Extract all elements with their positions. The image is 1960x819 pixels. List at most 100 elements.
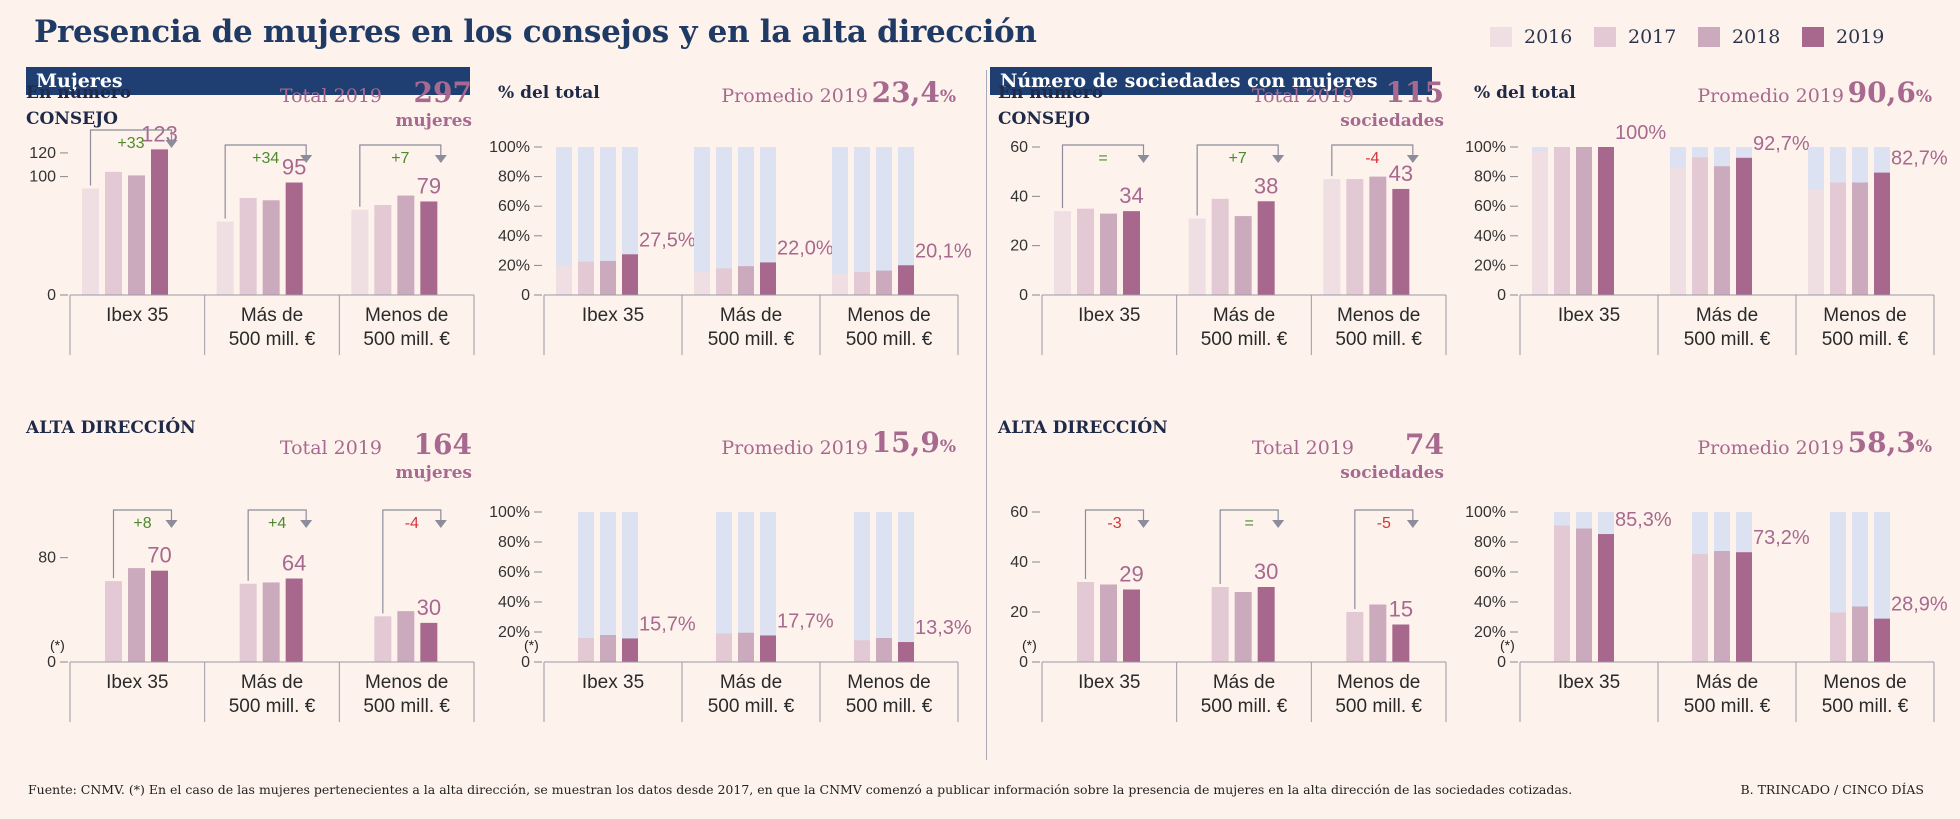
average-label: Promedio 2019 bbox=[1697, 85, 1844, 107]
end-value-label: 29 bbox=[1119, 562, 1143, 587]
y-tick-label: 20% bbox=[1474, 257, 1506, 274]
end-value-label: 85,3% bbox=[1615, 509, 1672, 531]
y-tick-label: 60 bbox=[1010, 504, 1028, 521]
change-arrow-head bbox=[434, 155, 447, 163]
category-label: Menos de bbox=[365, 672, 448, 693]
section-band-mujeres: Mujeres bbox=[26, 67, 470, 95]
change-arrow-line bbox=[1084, 509, 1145, 579]
bar-2018 bbox=[1234, 216, 1252, 295]
change-label: = bbox=[1098, 150, 1107, 167]
total-label: Total 2019 bbox=[1252, 85, 1354, 107]
average-label: Promedio 2019 bbox=[1697, 437, 1844, 459]
bar-2018 bbox=[128, 568, 145, 662]
average-value: 15,9% bbox=[872, 426, 956, 459]
bar-2016 bbox=[82, 188, 99, 295]
bar-2019 bbox=[1392, 624, 1410, 662]
y-tick-label: 0 bbox=[1019, 654, 1028, 671]
category-label: Ibex 35 bbox=[106, 305, 168, 326]
bar-background-2016 bbox=[694, 147, 710, 295]
change-label: -5 bbox=[1377, 515, 1391, 532]
chart-header: ALTA DIRECCIÓN bbox=[25, 417, 196, 438]
average-value: 23,4% bbox=[872, 76, 956, 109]
bar-2017 bbox=[105, 171, 122, 295]
legend-label-2016: 2016 bbox=[1524, 26, 1573, 48]
y-tick-label: 20 bbox=[1010, 604, 1028, 621]
average-label: Promedio 2019 bbox=[721, 85, 868, 107]
chart-subheader: CONSEJO bbox=[998, 109, 1090, 129]
bar-background-2017 bbox=[716, 512, 732, 662]
change-arrow-line bbox=[382, 509, 442, 614]
y-tick-label: 80% bbox=[498, 169, 530, 186]
section-band-sociedades: Número de sociedades con mujeres bbox=[990, 67, 1432, 95]
bar-2017 bbox=[1692, 554, 1708, 662]
bar-2019 bbox=[622, 254, 638, 295]
bar-2018 bbox=[397, 611, 415, 662]
bar-2017 bbox=[239, 583, 257, 662]
change-label: +7 bbox=[391, 150, 409, 167]
legend: 2016 2017 2018 2019 bbox=[1490, 26, 1906, 48]
bar-2018 bbox=[876, 270, 892, 295]
total-value: 164 bbox=[414, 428, 472, 461]
bar-2019 bbox=[1736, 552, 1752, 662]
change-label: -3 bbox=[1107, 515, 1121, 532]
bar-2018 bbox=[600, 635, 616, 662]
end-value-label: 43 bbox=[1389, 161, 1413, 186]
end-value-label: 13,3% bbox=[915, 617, 972, 639]
average-value: 90,6% bbox=[1848, 76, 1932, 109]
end-value-label: 70 bbox=[147, 543, 171, 568]
bar-2016 bbox=[694, 272, 710, 295]
y-tick-label: 40% bbox=[498, 594, 530, 611]
category-label: Menos de bbox=[1337, 672, 1420, 693]
y-tick-label: 60% bbox=[498, 198, 530, 215]
legend-item-2018: 2018 bbox=[1698, 26, 1802, 48]
legend-label-2019: 2019 bbox=[1836, 26, 1885, 48]
bar-2018 bbox=[1100, 584, 1117, 662]
bar-2017 bbox=[1692, 157, 1708, 295]
bar-background-2018 bbox=[876, 147, 892, 295]
change-arrow-head bbox=[1272, 155, 1285, 163]
y-tick-label: 20% bbox=[1474, 624, 1506, 641]
bar-2016 bbox=[1532, 151, 1548, 295]
end-value-label: 95 bbox=[282, 155, 306, 180]
category-label: 500 mill. € bbox=[229, 329, 316, 350]
y-tick-label: 80% bbox=[498, 534, 530, 551]
change-arrow-line bbox=[1331, 144, 1414, 177]
bar-2019 bbox=[1257, 587, 1275, 662]
category-label: 500 mill. € bbox=[229, 696, 316, 717]
legend-swatch-2018 bbox=[1698, 27, 1720, 47]
bar-2019 bbox=[898, 642, 914, 662]
category-label: Más de bbox=[720, 672, 782, 693]
bar-2019 bbox=[1874, 618, 1890, 662]
end-value-label: 82,7% bbox=[1891, 148, 1948, 170]
bar-2018 bbox=[1576, 528, 1592, 662]
y-tick-label: 0 bbox=[1497, 287, 1506, 304]
bar-2017 bbox=[1346, 179, 1364, 295]
y-tick-label: 40% bbox=[498, 228, 530, 245]
change-arrow-head bbox=[165, 140, 178, 148]
y-tick-label: 0 bbox=[1019, 287, 1028, 304]
chart-header: % del total bbox=[498, 83, 600, 103]
category-label: 500 mill. € bbox=[363, 696, 450, 717]
bar-background-2017 bbox=[854, 512, 870, 662]
y-tick-label: 80 bbox=[38, 550, 56, 567]
chart-subheader: CONSEJO bbox=[26, 109, 118, 129]
end-value-label: 17,7% bbox=[777, 610, 834, 632]
bar-2018 bbox=[1576, 147, 1592, 295]
category-label: 500 mill. € bbox=[1822, 329, 1909, 350]
change-label: = bbox=[1244, 515, 1253, 532]
change-label: +34 bbox=[252, 150, 279, 167]
bar-2017 bbox=[1554, 525, 1570, 662]
footer-credit: B. TRINCADO / CINCO DÍAS bbox=[1740, 782, 1924, 797]
legend-item-2017: 2017 bbox=[1594, 26, 1698, 48]
footer-source: Fuente: CNMV. (*) En el caso de las muje… bbox=[28, 782, 1573, 797]
category-label: 500 mill. € bbox=[1684, 696, 1771, 717]
category-label: Menos de bbox=[1337, 305, 1420, 326]
change-arrow-line bbox=[1219, 509, 1279, 584]
y-tick-label: 100% bbox=[1465, 139, 1506, 156]
total-unit: sociedades bbox=[1340, 111, 1444, 131]
change-label: -4 bbox=[1365, 150, 1379, 167]
bar-2018 bbox=[128, 175, 145, 295]
